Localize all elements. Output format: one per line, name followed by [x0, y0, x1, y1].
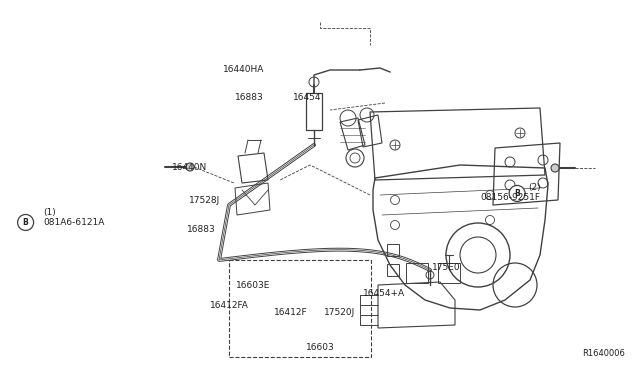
Text: (2): (2)	[528, 183, 541, 192]
Text: 17520J: 17520J	[324, 308, 355, 317]
Bar	[406, 263, 428, 283]
Text: 16412FA: 16412FA	[210, 301, 248, 310]
Text: 16883: 16883	[187, 225, 216, 234]
Text: 16603E: 16603E	[236, 281, 270, 290]
Text: B: B	[23, 218, 28, 227]
Text: 16883: 16883	[236, 93, 264, 102]
Text: 081A6-6121A: 081A6-6121A	[44, 218, 105, 227]
Bar	[387, 264, 399, 276]
Circle shape	[509, 185, 525, 202]
Circle shape	[186, 163, 194, 171]
Text: 16603: 16603	[306, 343, 334, 352]
Text: R1640006: R1640006	[582, 349, 625, 358]
Text: 16412F: 16412F	[275, 308, 308, 317]
Text: (1): (1)	[44, 208, 56, 217]
Text: 17528J: 17528J	[189, 196, 220, 205]
Text: B: B	[515, 189, 520, 198]
Text: 16454+A: 16454+A	[363, 289, 405, 298]
Bar	[387, 244, 399, 256]
Text: 16440N: 16440N	[172, 163, 207, 172]
Text: 16454: 16454	[293, 93, 321, 102]
Text: 175E0: 175E0	[432, 263, 461, 272]
Circle shape	[551, 164, 559, 172]
Bar	[229, 260, 371, 357]
Circle shape	[18, 214, 34, 231]
Text: 08156-9251F: 08156-9251F	[481, 193, 541, 202]
Bar	[438, 263, 460, 283]
Text: 16440HA: 16440HA	[223, 65, 264, 74]
